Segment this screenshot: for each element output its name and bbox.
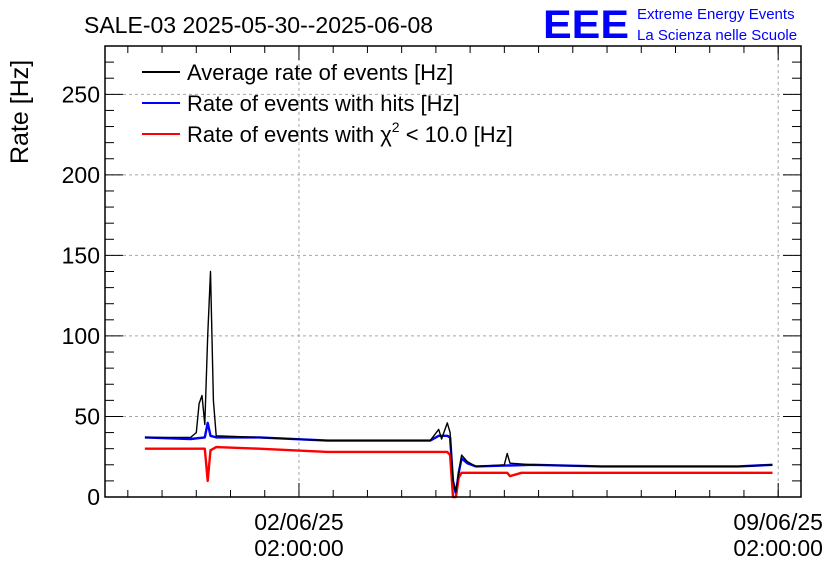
legend-label-average: Average rate of events [Hz] xyxy=(187,60,453,85)
y-tick-label: 200 xyxy=(62,162,100,188)
y-tick-label: 50 xyxy=(74,403,100,429)
y-tick-labels: 0 50 100 150 200 250 xyxy=(62,81,100,510)
eee-logo-line2: La Scienza nelle Scuole xyxy=(637,27,797,44)
eee-logo: EEE Extreme Energy Events La Scienza nel… xyxy=(543,3,797,47)
legend-chi2-sup: 2 xyxy=(392,119,400,135)
y-axis-label: Rate [Hz] xyxy=(6,60,34,164)
x-tick-label-time: 02:00:00 xyxy=(254,535,344,561)
legend-chi2-symbol: χ xyxy=(380,122,392,147)
y-tick-label: 0 xyxy=(87,484,100,510)
series-chi2-rate xyxy=(144,445,773,499)
series-lines xyxy=(144,270,773,499)
axis-ticks xyxy=(105,45,801,498)
legend: Average rate of events [Hz] Rate of even… xyxy=(142,60,513,147)
legend-chi2-suffix: < 10.0 [Hz] xyxy=(400,122,513,147)
eee-logo-line1: Extreme Energy Events xyxy=(637,6,795,23)
x-tick-label-time: 02:00:00 xyxy=(733,535,823,561)
y-tick-label: 150 xyxy=(62,242,100,268)
x-tick-label-date: 02/06/25 xyxy=(254,509,344,535)
eee-logo-mark: EEE xyxy=(543,3,629,47)
legend-label-hits: Rate of events with hits [Hz] xyxy=(187,91,460,116)
chart-title: SALE-03 2025-05-30--2025-06-08 xyxy=(84,12,433,38)
legend-label-chi2: Rate of events with χ2 < 10.0 [Hz] xyxy=(187,119,513,147)
y-tick-label: 250 xyxy=(62,81,100,107)
y-tick-label: 100 xyxy=(62,323,100,349)
x-tick-label-date: 09/06/25 xyxy=(733,509,823,535)
legend-chi2-prefix: Rate of events with xyxy=(187,122,380,147)
series-average-rate xyxy=(144,270,773,493)
grid xyxy=(105,46,801,497)
